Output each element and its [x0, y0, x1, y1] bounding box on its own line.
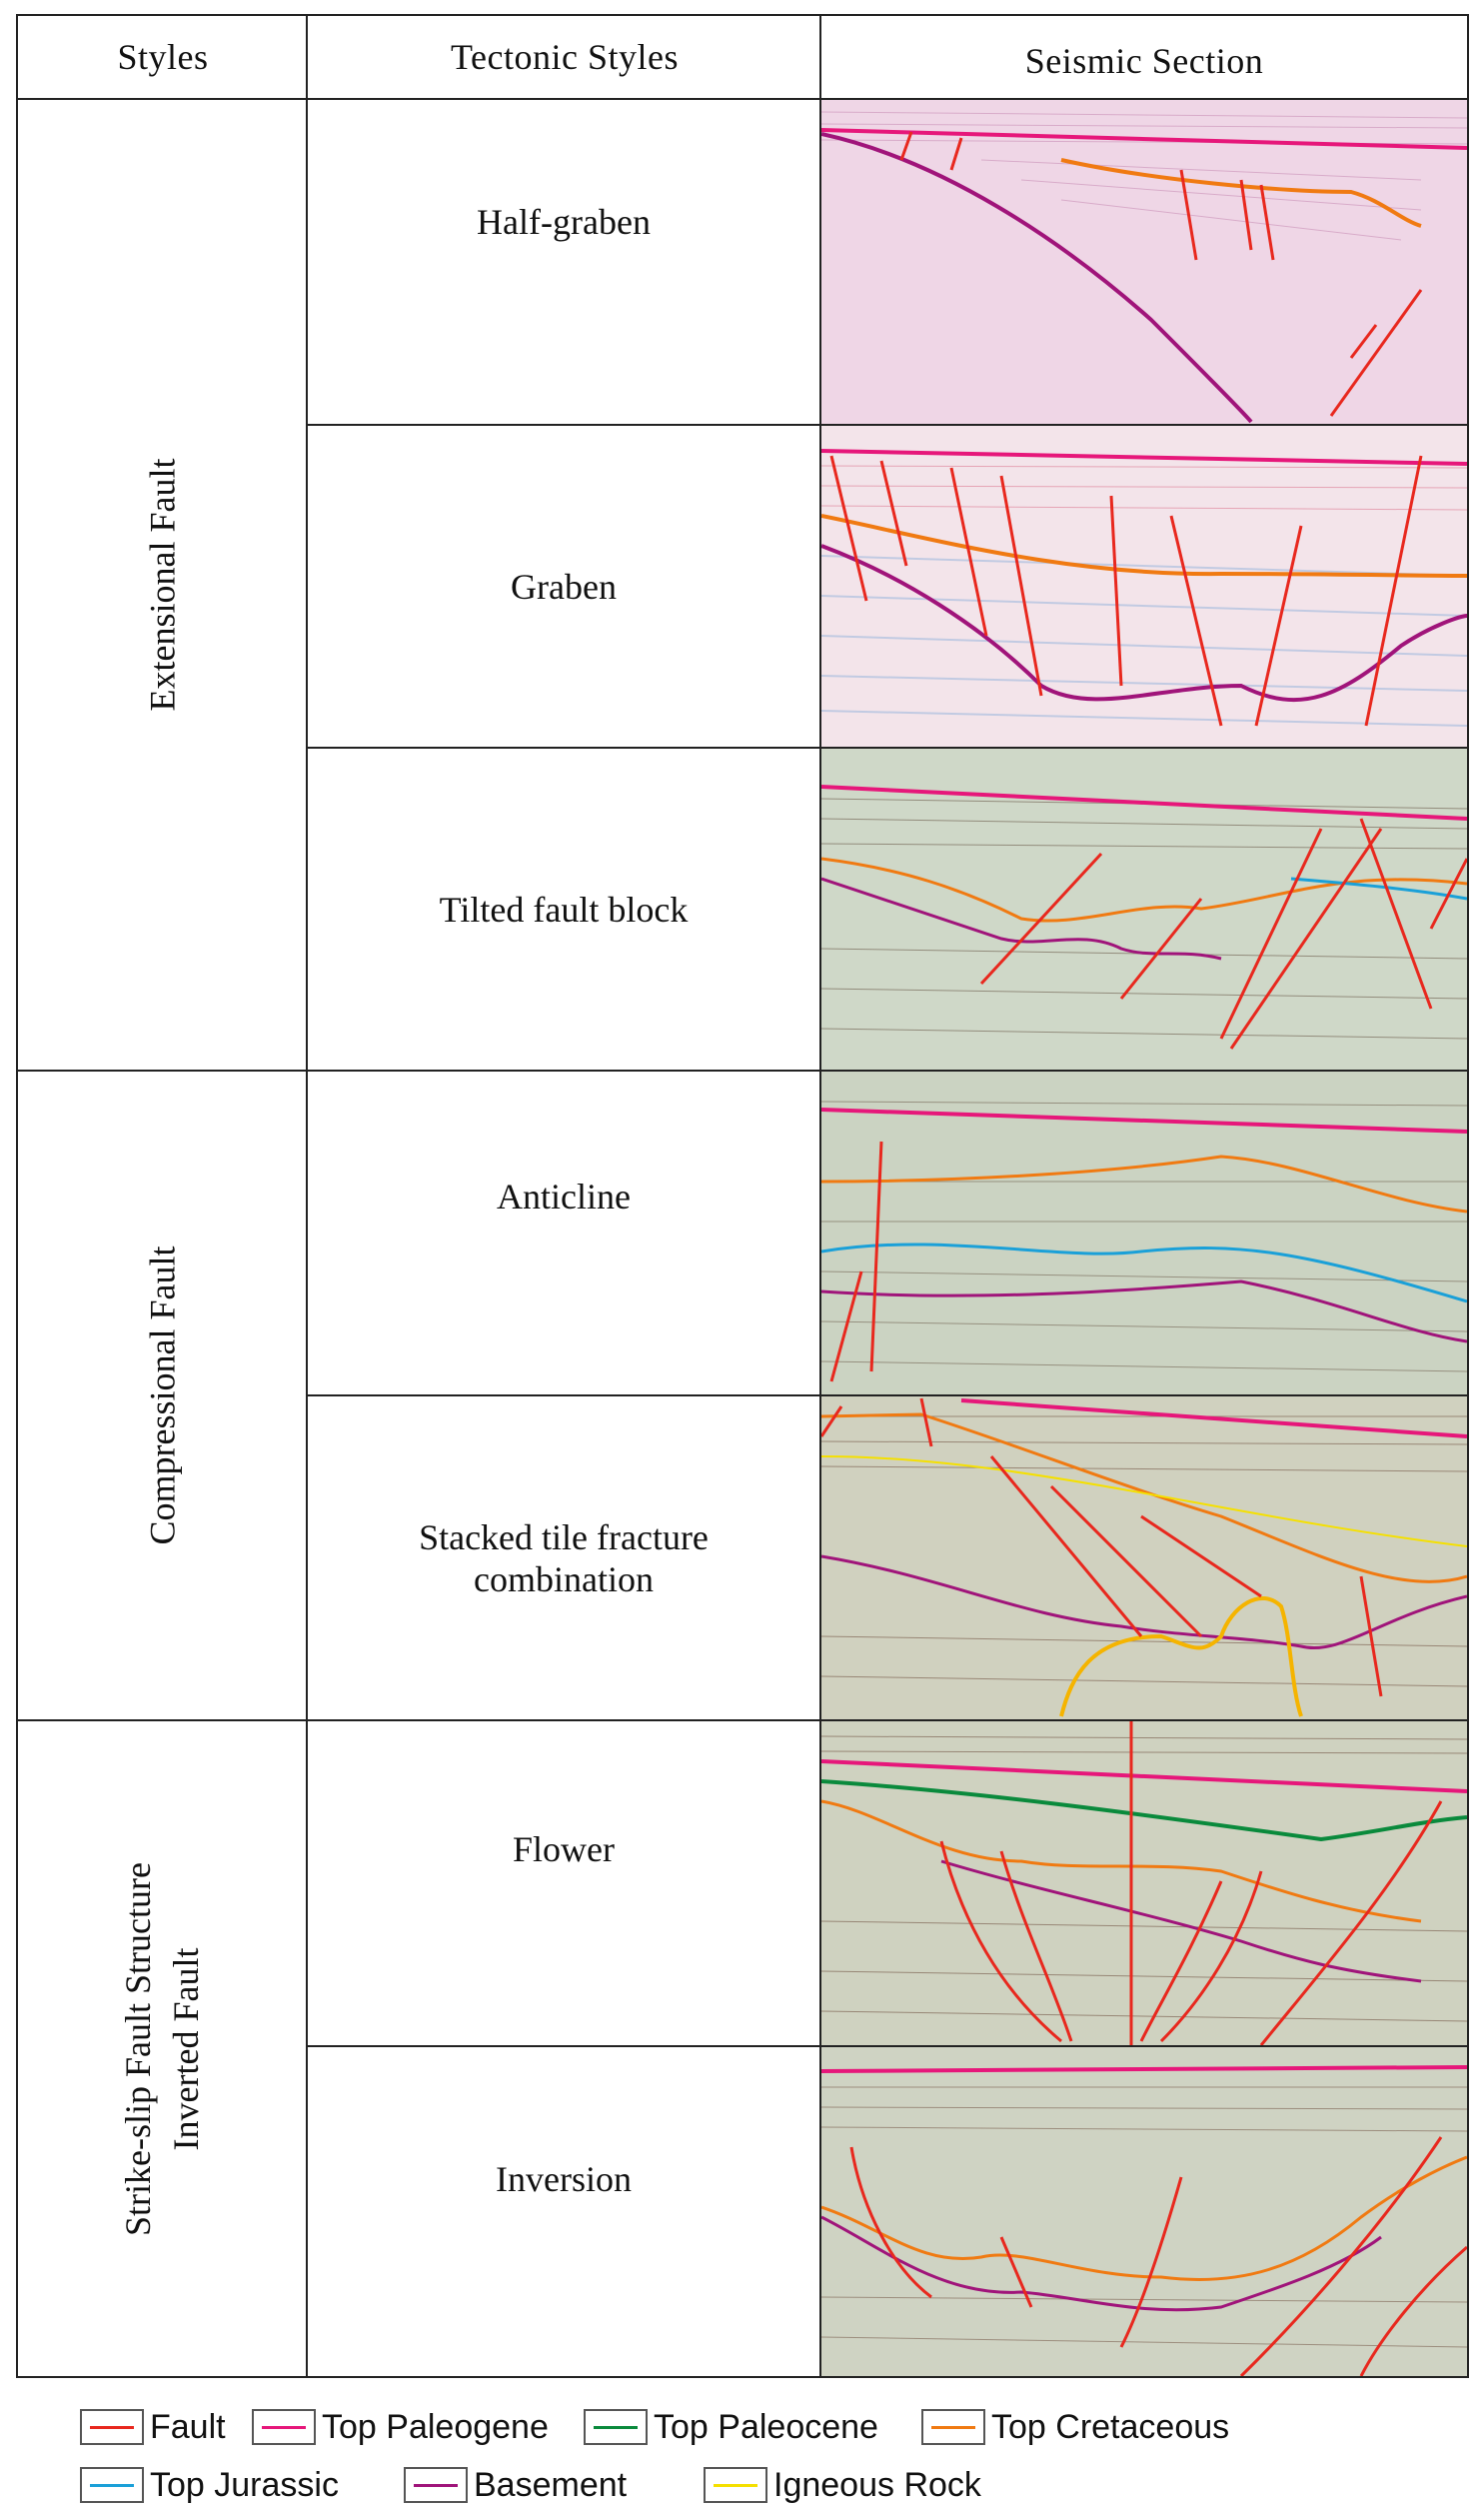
legend-swatch-top-paleocene: [584, 2409, 648, 2445]
legend-label-fault: Fault: [150, 2407, 226, 2446]
seismic-inversion: [821, 2047, 1467, 2376]
legend-item-top-paleocene: Top Paleocene: [584, 2405, 878, 2449]
legend-swatch-top-paleogene: [252, 2409, 316, 2445]
legend-item-basement: Basement: [404, 2463, 627, 2507]
seismic-half-graben: [821, 100, 1467, 424]
seismic-graben: [821, 426, 1467, 747]
seismic-anticline: [821, 1072, 1467, 1394]
legend-label-top-paleocene: Top Paleocene: [654, 2407, 878, 2446]
group-extensional: Extensional Fault: [18, 100, 306, 1070]
legend-item-top-cretaceous: Top Cretaceous: [921, 2405, 1229, 2449]
group-label-inverted: Inverted Fault: [166, 1947, 206, 2150]
legend-swatch-igneous-rock: [704, 2467, 767, 2503]
tectonic-styles-table: Styles Tectonic Styles Seismic Section E…: [16, 14, 1469, 2378]
legend-item-fault: Fault: [80, 2405, 226, 2449]
style-half-graben: Half-graben: [477, 202, 651, 242]
seismic-flower: [821, 1721, 1467, 2045]
legend-label-igneous-rock: Igneous Rock: [773, 2465, 981, 2504]
legend-item-top-paleogene: Top Paleogene: [252, 2405, 549, 2449]
divider-row-2: [308, 747, 1467, 749]
divider-row-6: [308, 2045, 1467, 2047]
header-seismic-section: Seismic Section: [1024, 41, 1264, 81]
divider-row-4: [308, 1394, 1467, 1396]
legend-label-basement: Basement: [474, 2465, 628, 2504]
legend-swatch-fault: [80, 2409, 144, 2445]
style-tilted-fault-block: Tilted fault block: [439, 889, 689, 930]
divider-group-2: [18, 1719, 1467, 1721]
divider-col1: [306, 16, 308, 2376]
group-compressional: Compressional Fault: [18, 1072, 306, 1719]
header-styles: Styles: [117, 37, 209, 77]
legend-swatch-top-jurassic: [80, 2467, 144, 2503]
seismic-stacked-tile: [821, 1396, 1467, 1719]
legend-label-top-jurassic: Top Jurassic: [150, 2465, 339, 2504]
style-graben: Graben: [511, 566, 617, 607]
group-label-strike-slip: Strike-slip Fault Structure: [118, 1861, 158, 2236]
legend-swatch-basement: [404, 2467, 468, 2503]
legend-label-top-paleogene: Top Paleogene: [322, 2407, 549, 2446]
style-flower: Flower: [513, 1828, 615, 1869]
legend-swatch-top-cretaceous: [921, 2409, 985, 2445]
divider-group-1: [18, 1070, 1467, 1072]
style-anticline: Anticline: [497, 1177, 631, 1217]
legend: Fault Top Paleogene Top Paleocene Top Cr…: [0, 2391, 1484, 2518]
legend-item-igneous-rock: Igneous Rock: [704, 2463, 981, 2507]
group-strike-slip: Strike-slip Fault Structure Inverted Fau…: [18, 1721, 306, 2376]
group-label-extensional: Extensional Fault: [142, 458, 182, 712]
divider-header: [18, 98, 1467, 100]
legend-label-top-cretaceous: Top Cretaceous: [991, 2407, 1230, 2446]
seismic-tilted-fault-block: [821, 749, 1467, 1070]
style-stacked-tile: Stacked tile fracture combination: [419, 1516, 709, 1599]
divider-row-1: [308, 424, 1467, 426]
legend-item-top-jurassic: Top Jurassic: [80, 2463, 339, 2507]
divider-col2: [819, 16, 821, 2376]
style-inversion: Inversion: [496, 2158, 632, 2199]
header-tectonic-styles: Tectonic Styles: [451, 37, 679, 77]
group-label-compressional: Compressional Fault: [142, 1246, 182, 1545]
